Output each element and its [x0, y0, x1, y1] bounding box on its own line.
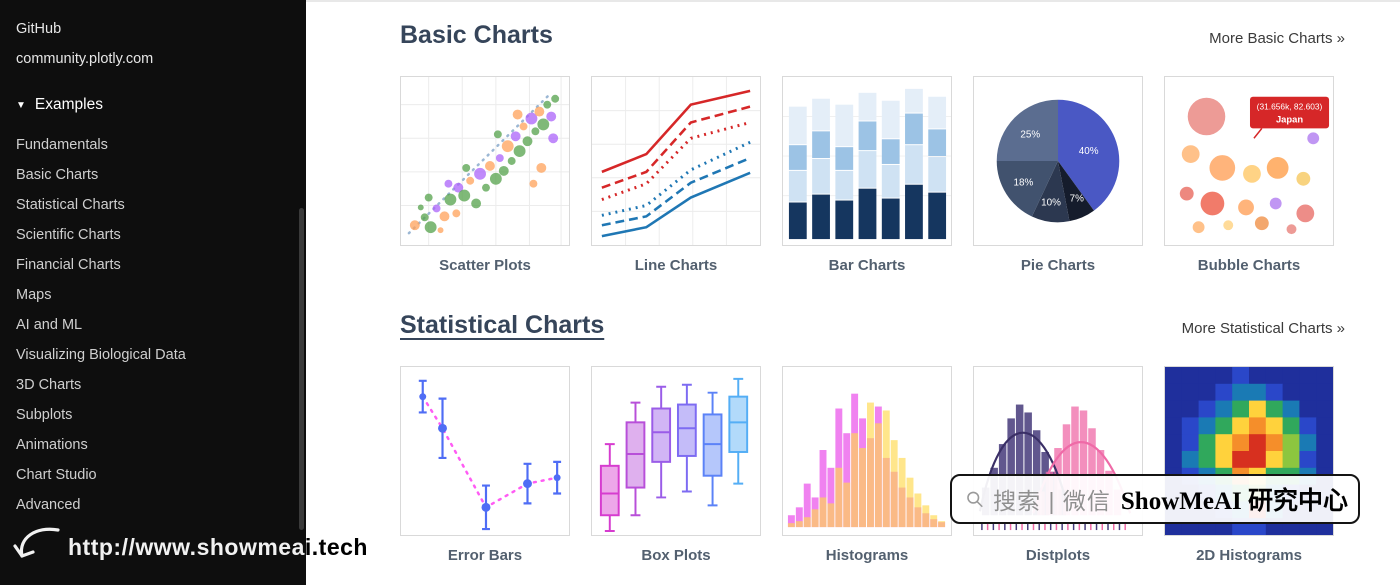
sidebar-scrollbar[interactable] [299, 208, 304, 530]
sidebar-item-subplots[interactable]: Subplots [16, 407, 73, 423]
watermark-site-url: http://www.showmeai.tech [12, 524, 368, 570]
card-error-bars[interactable]: Error Bars [400, 366, 570, 564]
bubble-charts-image: (31.656k, 82.603) Japan [1179, 96, 1330, 235]
section-statistical-charts: Statistical Charts More Statistical Char… [400, 310, 1345, 564]
sidebar-nav: Fundamentals Basic Charts Statistical Ch… [16, 130, 306, 520]
sidebar-item-statistical-charts[interactable]: Statistical Charts [16, 197, 125, 213]
chevron-down-icon: ▼ [16, 100, 26, 111]
card-label: Histograms [825, 547, 909, 564]
histograms-image [787, 393, 946, 528]
sidebar-item-3d-charts[interactable]: 3D Charts [16, 377, 82, 393]
error-bars-thumbnail [400, 366, 570, 536]
pie-label-40: 40% [1079, 146, 1099, 157]
sidebar-examples-toggle[interactable]: ▼ Examples [16, 90, 306, 122]
section-basic-charts: Basic Charts More Basic Charts » Scatter… [400, 20, 1345, 274]
swoosh-arrow-icon [13, 527, 60, 558]
card-2d-histograms[interactable]: 2D Histograms [1164, 366, 1334, 564]
watermark-url-text: http://www.showmeai.tech [68, 533, 368, 560]
card-label: Pie Charts [1020, 257, 1096, 274]
pie-label-18: 18% [1014, 178, 1034, 189]
sidebar-item-financial-charts[interactable]: Financial Charts [16, 257, 121, 273]
box-plots-thumbnail [591, 366, 761, 536]
basic-charts-header: Basic Charts More Basic Charts » [400, 20, 1345, 50]
more-basic-charts-link[interactable]: More Basic Charts » [1209, 30, 1345, 47]
search-icon [967, 491, 983, 508]
basic-charts-cards: Scatter Plots [400, 76, 1345, 274]
card-label: Scatter Plots [439, 257, 531, 274]
card-label: Box Plots [641, 547, 711, 564]
watermark-search-text: 搜索 | 微信 [993, 488, 1111, 514]
card-scatter-plots[interactable]: Scatter Plots [400, 76, 570, 274]
bar-charts-thumbnail [782, 76, 952, 246]
scatter-plots-thumbnail [400, 76, 570, 246]
histograms-thumbnail [782, 366, 952, 536]
box-plots-image [599, 377, 749, 533]
watermark-brand-text: ShowMeAI 研究中心 [1120, 488, 1348, 515]
card-label: 2D Histograms [1196, 547, 1302, 564]
sidebar-item-fundamentals[interactable]: Fundamentals [16, 137, 108, 153]
sidebar-item-basic-charts[interactable]: Basic Charts [16, 167, 99, 183]
pie-charts-thumbnail: 40% 25% 18% 10% 7% [973, 76, 1143, 246]
scatter-plots-image [401, 77, 569, 245]
card-line-charts[interactable]: Line Charts [591, 76, 761, 274]
statistical-charts-cards: Error Bars [400, 366, 1345, 564]
bubble-annotation-box [1249, 96, 1330, 129]
sidebar-item-chart-studio[interactable]: Chart Studio [16, 467, 97, 483]
sidebar-link-community[interactable]: community.plotly.com [16, 51, 154, 67]
basic-charts-title: Basic Charts [400, 21, 553, 49]
statistical-charts-title[interactable]: Statistical Charts [400, 311, 605, 339]
statistical-charts-header: Statistical Charts More Statistical Char… [400, 310, 1345, 340]
card-label: Line Charts [634, 257, 718, 274]
pie-label-7: 7% [1070, 194, 1084, 205]
card-distplots[interactable]: Distplots [973, 366, 1143, 564]
bubble-charts-thumbnail: (31.656k, 82.603) Japan [1164, 76, 1334, 246]
sidebar-link-github[interactable]: GitHub [16, 21, 62, 37]
bubble-annotation-country: Japan [1276, 114, 1303, 124]
card-bar-charts[interactable]: Bar Charts [782, 76, 952, 274]
pie-label-25: 25% [1020, 129, 1040, 140]
error-bars-image [418, 379, 562, 531]
line-charts-image [592, 77, 760, 245]
card-histograms[interactable]: Histograms [782, 366, 952, 564]
sidebar-examples-label: Examples [34, 96, 103, 113]
card-box-plots[interactable]: Box Plots [591, 366, 761, 564]
pie-charts-image: 40% 25% 18% 10% 7% [996, 99, 1120, 223]
bubble-annotation-coords: (31.656k, 82.603) [1257, 102, 1323, 112]
card-bubble-charts[interactable]: (31.656k, 82.603) Japan Bubble Charts [1164, 76, 1334, 274]
card-pie-charts[interactable]: 40% 25% 18% 10% 7% Pie Charts [973, 76, 1143, 274]
card-label: Error Bars [447, 547, 523, 564]
sidebar: GitHub community.plotly.com ▼ Examples Fu… [0, 0, 306, 585]
card-label: Bubble Charts [1197, 257, 1301, 274]
sidebar-item-ai-and-ml[interactable]: AI and ML [16, 317, 83, 333]
bar-charts-image [783, 88, 951, 240]
line-charts-thumbnail [591, 76, 761, 246]
sidebar-item-maps[interactable]: Maps [16, 287, 52, 303]
sidebar-item-biological-data[interactable]: Visualizing Biological Data [16, 347, 186, 363]
card-label: Distplots [1025, 547, 1091, 564]
pie-label-10: 10% [1041, 197, 1061, 208]
sidebar-item-animations[interactable]: Animations [16, 437, 88, 453]
sidebar-item-advanced[interactable]: Advanced [16, 497, 81, 513]
more-statistical-charts-link[interactable]: More Statistical Charts » [1181, 320, 1345, 337]
sidebar-item-scientific-charts[interactable]: Scientific Charts [16, 227, 121, 243]
card-label: Bar Charts [828, 257, 906, 274]
watermark-badge: 搜索 | 微信 ShowMeAI 研究中心 [950, 474, 1360, 524]
